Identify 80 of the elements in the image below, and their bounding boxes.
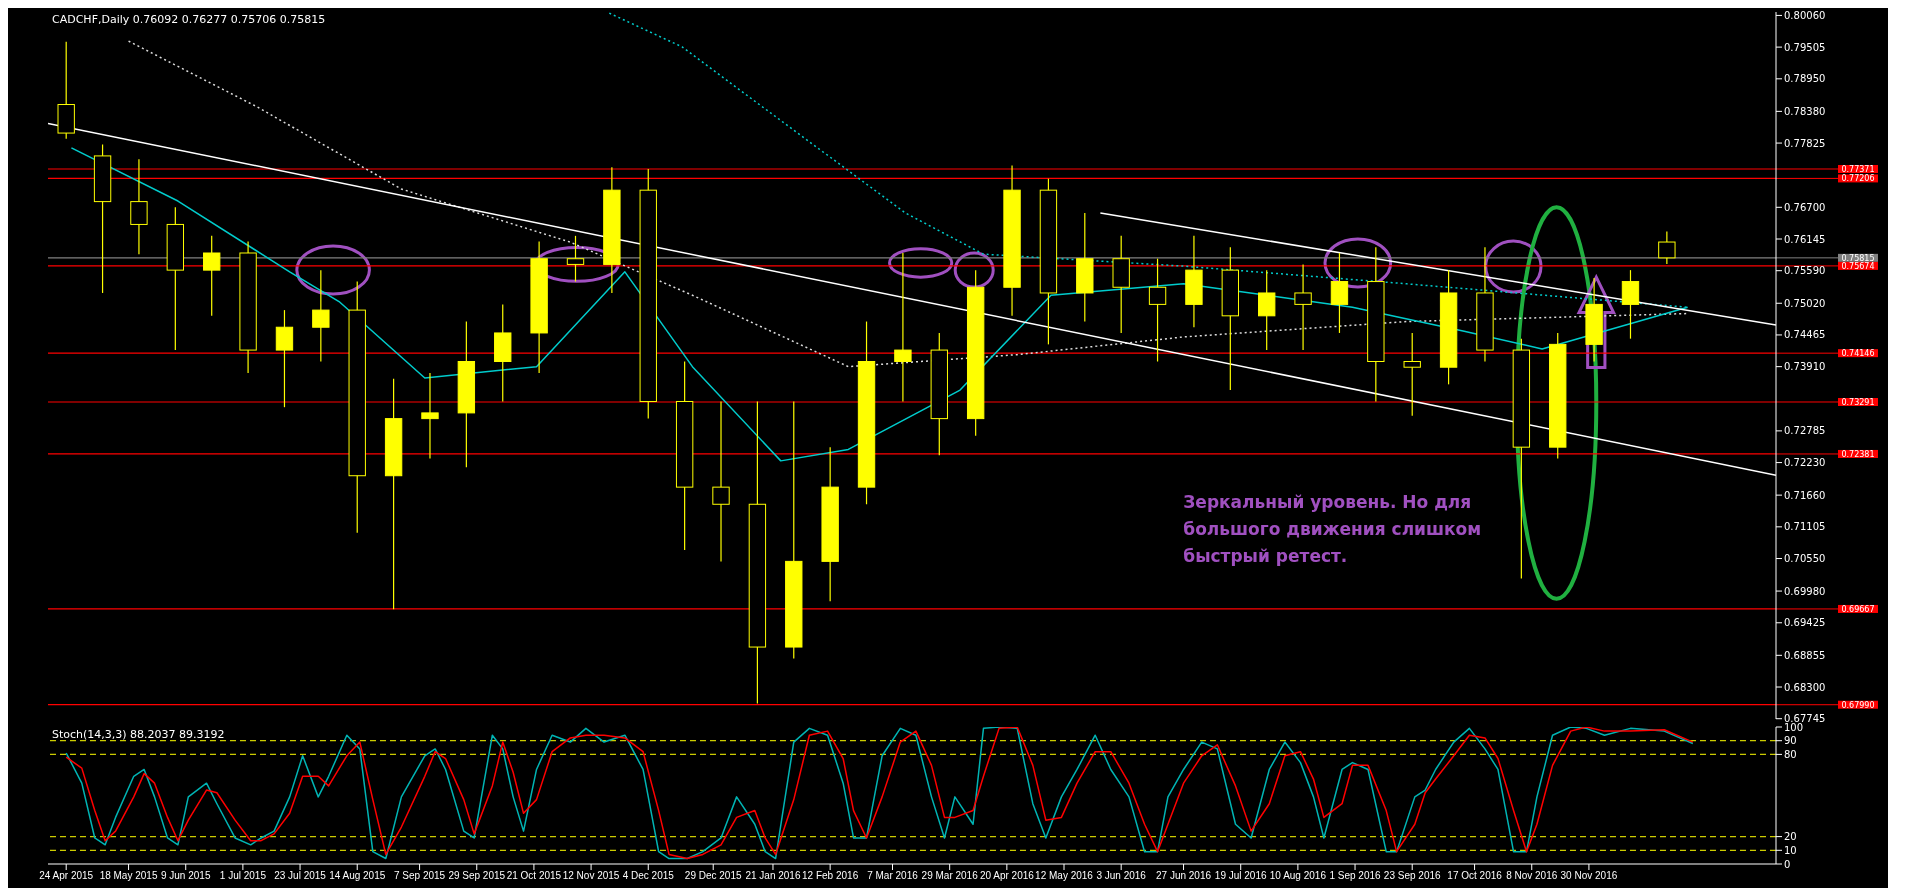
y-tick-label: 0.71105 (1784, 521, 1826, 533)
ref-line-label: 0.77206 (1841, 174, 1875, 184)
x-tick-label: 21 Jan 2016 (745, 870, 801, 882)
x-tick-label: 23 Sep 2016 (1383, 870, 1442, 882)
x-tick-label: 10 Aug 2016 (1269, 870, 1327, 882)
ref-line-label: 0.72381 (1841, 449, 1875, 459)
candlestick (1330, 252, 1349, 334)
y-tick-label: 0.75590 (1784, 265, 1826, 277)
x-tick-label: 17 Oct 2016 (1447, 870, 1503, 882)
x-tick-label: 23 Jul 2015 (274, 870, 327, 882)
y-tick-label: 90 (1784, 735, 1797, 747)
candlestick (275, 309, 294, 408)
ref-line-label: 0.67990 (1841, 700, 1875, 710)
candlestick (1148, 258, 1167, 363)
x-tick-label: 21 Oct 2015 (506, 870, 562, 882)
x-tick-label: 14 Aug 2015 (329, 870, 386, 882)
x-tick-label: 12 May 2016 (1035, 870, 1094, 882)
x-tick-label: 20 Apr 2016 (979, 870, 1035, 882)
x-tick-label: 1 Jul 2015 (219, 870, 267, 882)
candlestick (894, 252, 912, 403)
y-tick-label: 0.72785 (1784, 425, 1826, 437)
ref-line-label: 0.73291 (1841, 397, 1875, 407)
ref-line-label: 0.75674 (1841, 261, 1875, 271)
y-tick-label: 0.72230 (1784, 457, 1826, 469)
y-tick-label: 0.76700 (1784, 201, 1826, 213)
y-tick-label: 0.78950 (1784, 73, 1826, 85)
y-tick-label: 0.79505 (1784, 41, 1826, 53)
candlestick (312, 269, 330, 363)
x-tick-label: 24 Apr 2015 (39, 870, 94, 882)
candlestick (1258, 269, 1276, 351)
x-tick-label: 8 Nov 2016 (1506, 870, 1558, 882)
x-tick-label: 12 Nov 2015 (562, 870, 620, 882)
candlestick (421, 372, 439, 460)
x-tick-label: 7 Sep 2015 (394, 870, 446, 882)
x-tick-label: 27 Jun 2016 (1156, 870, 1212, 882)
candlestick (130, 158, 148, 255)
x-tick-label: 4 Dec 2015 (622, 870, 675, 882)
y-tick-label: 0.71660 (1784, 489, 1826, 501)
chart-title: CADCHF,Daily 0.76092 0.76277 0.75706 0.75815 (52, 13, 326, 26)
candlestick (1294, 263, 1312, 351)
chart-title: Stoch(14,3,3) 88.2037 89.3192 (52, 728, 225, 741)
y-tick-label: 10 (1784, 844, 1797, 856)
y-tick-label: 80 (1784, 748, 1797, 760)
annotation: Зеркальный уровень. Но для большого движения слишком быстрый ретест. (1183, 491, 1483, 569)
y-tick-label: 0.75020 (1784, 297, 1826, 309)
x-tick-label: 29 Mar 2016 (921, 870, 979, 882)
x-tick-label: 1 Sep 2016 (1329, 870, 1382, 882)
candlestick (1403, 332, 1421, 417)
ref-line-label: 0.75815 (1841, 253, 1875, 263)
y-tick-label: 0.73910 (1784, 361, 1826, 373)
x-tick-label: 3 Jun 2016 (1096, 870, 1147, 882)
y-tick-label: 0.69980 (1784, 585, 1826, 597)
y-tick-label: 0.68300 (1784, 681, 1826, 693)
y-tick-label: 0.74465 (1784, 329, 1826, 341)
ref-line-label: 0.69667 (1841, 604, 1875, 614)
x-tick-label: 19 Jul 2016 (1214, 870, 1267, 882)
x-tick-label: 29 Sep 2015 (448, 870, 506, 882)
candlestick (203, 235, 221, 317)
x-tick-label: 30 Nov 2016 (1560, 870, 1618, 882)
y-tick-label: 0.78380 (1784, 105, 1826, 117)
y-tick-label: 0.69425 (1784, 617, 1826, 629)
candlestick (566, 235, 585, 283)
y-tick-label: 0.77825 (1784, 137, 1826, 149)
y-tick-label: 0 (1784, 858, 1791, 870)
candlestick (1658, 230, 1676, 265)
candlestick (712, 400, 730, 562)
line-series (127, 40, 1689, 368)
y-tick-label: 0.70550 (1784, 553, 1826, 565)
x-tick-label: 9 Jun 2015 (160, 870, 211, 882)
candlestick (1621, 269, 1640, 340)
ref-line-label: 0.74146 (1841, 349, 1875, 359)
x-tick-label: 7 Mar 2016 (867, 870, 919, 882)
x-tick-label: 12 Feb 2016 (802, 870, 859, 882)
x-tick-label: 29 Dec 2015 (684, 870, 742, 882)
y-tick-label: 0.76145 (1784, 233, 1826, 245)
y-tick-label: 0.80060 (1784, 9, 1826, 21)
y-tick-label: 0.68855 (1784, 649, 1826, 661)
x-tick-label: 18 May 2015 (99, 870, 158, 882)
ref-line-label: 0.77371 (1841, 164, 1875, 174)
y-tick-label: 20 (1784, 831, 1797, 843)
